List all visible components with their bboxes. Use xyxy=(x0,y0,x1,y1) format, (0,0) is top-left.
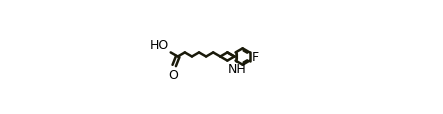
Text: O: O xyxy=(169,69,179,82)
Text: NH: NH xyxy=(228,62,247,75)
Text: HO: HO xyxy=(150,39,169,52)
Text: F: F xyxy=(252,51,259,63)
